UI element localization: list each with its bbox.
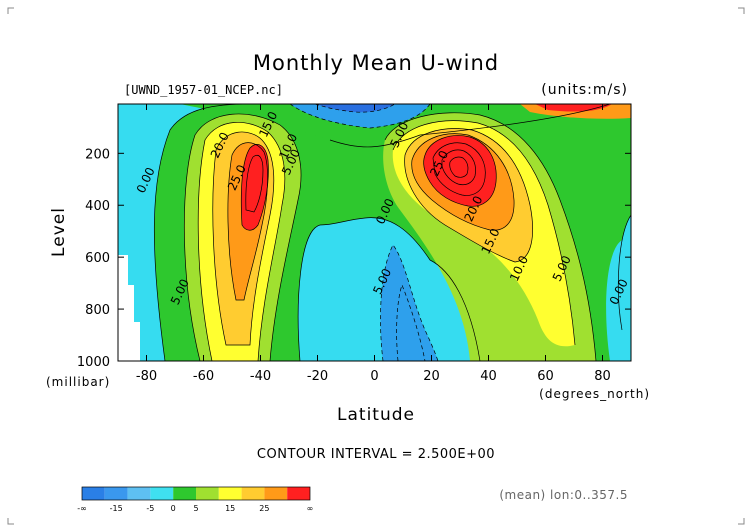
missing-data-region xyxy=(118,255,140,361)
units-label: (units:m/s) xyxy=(541,82,628,98)
x-tick-label: -80 xyxy=(136,369,157,384)
x-tick-label: 60 xyxy=(537,369,554,384)
colorbar-frame xyxy=(81,486,311,501)
x-axis: -80 -60 -40 -20 0 20 40 60 80 xyxy=(136,104,611,384)
colorbar-swatch xyxy=(218,487,242,500)
y-tick-label: 600 xyxy=(85,251,110,266)
contour-interval-text: CONTOUR INTERVAL = 2.500E+00 xyxy=(257,447,495,462)
colorbar: -∞ -15 -5 0 5 15 25 ∞ xyxy=(77,486,314,513)
top-right-red-core xyxy=(535,104,612,112)
x-tick-label: -40 xyxy=(250,369,271,384)
y-tick-label: 200 xyxy=(85,147,110,162)
colorbar-swatch xyxy=(104,487,128,500)
y-tick-label: 400 xyxy=(85,199,110,214)
contour-fill-blue-top xyxy=(290,104,430,128)
x-tick-label: 40 xyxy=(480,369,497,384)
x-axis-label: Latitude xyxy=(337,405,415,425)
colorbar-level-label: -5 xyxy=(146,504,154,513)
corner-marks xyxy=(7,7,745,525)
contour-fill-green-top xyxy=(180,104,610,147)
colorbar-level-label: ∞ xyxy=(307,504,314,513)
contour-lines xyxy=(153,104,631,361)
footer-text: (mean) lon:0..357.5 xyxy=(499,488,628,502)
y-axis: 1000 800 600 400 200 xyxy=(77,147,631,370)
colorbar-swatch xyxy=(127,487,151,500)
file-label: [UWND_1957-01_NCEP.nc] xyxy=(124,83,283,97)
colorbar-swatch xyxy=(287,487,310,500)
colorbar-swatch xyxy=(196,487,219,500)
sh-jet-red-core xyxy=(241,144,269,231)
colorbar-swatch xyxy=(82,487,105,500)
chart-title: Monthly Mean U-wind xyxy=(253,51,499,75)
x-tick-label: 20 xyxy=(423,369,440,384)
colorbar-level-label: 0 xyxy=(171,504,176,513)
y-axis-unit: (millibar) xyxy=(46,375,110,389)
colorbar-swatch xyxy=(264,487,288,500)
colorbar-level-label: 5 xyxy=(193,504,198,513)
x-tick-label: -20 xyxy=(307,369,328,384)
filled-contours xyxy=(118,104,631,361)
x-axis-unit: (degrees_north) xyxy=(539,387,650,401)
contour-fill-blue-lower xyxy=(380,245,438,361)
y-tick-label: 800 xyxy=(85,303,110,318)
colorbar-swatch xyxy=(241,487,265,500)
colorbar-level-label: 15 xyxy=(225,504,235,513)
colorbar-level-label: -∞ xyxy=(77,504,87,513)
x-tick-label: -60 xyxy=(193,369,214,384)
colorbar-swatch xyxy=(173,487,196,500)
colorbar-level-label: -15 xyxy=(110,504,123,513)
x-tick-label: 0 xyxy=(370,369,378,384)
x-tick-label: 80 xyxy=(594,369,611,384)
colorbar-level-label: 25 xyxy=(259,504,269,513)
y-axis-label: Level xyxy=(49,207,69,257)
right-cyan-tongue xyxy=(618,215,631,330)
y-tick-label: 1000 xyxy=(77,355,110,370)
colorbar-swatch xyxy=(150,487,174,500)
